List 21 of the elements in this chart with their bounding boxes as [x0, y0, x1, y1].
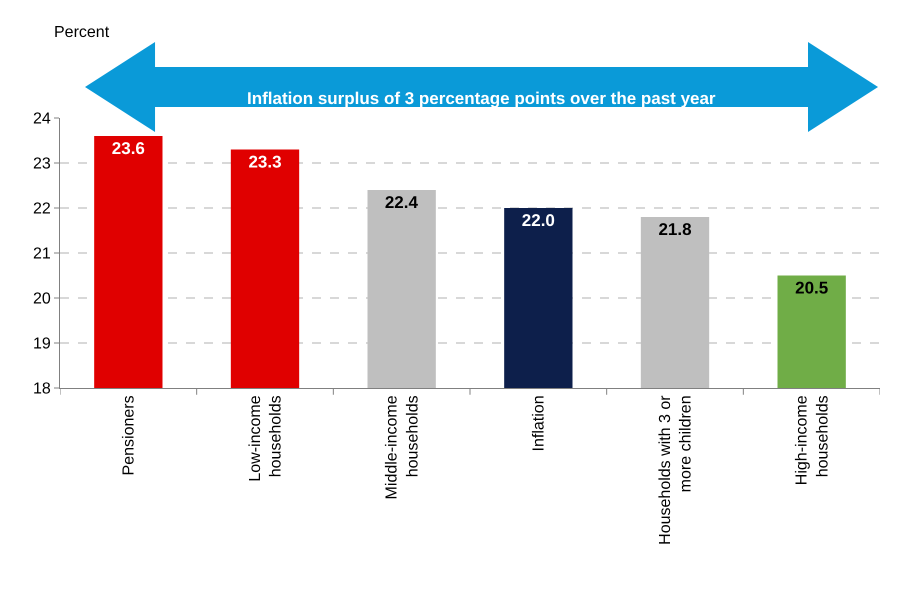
y-tick-label: 18	[33, 380, 51, 398]
x-tick-label: High-income households	[793, 395, 832, 486]
y-tick-label: 24	[33, 110, 51, 128]
x-tick-label: Pensioners	[120, 395, 138, 476]
data-label: 21.8	[658, 220, 692, 239]
x-tick-label: Households with 3 or more children	[656, 394, 695, 545]
x-tick-label: Middle-income households	[383, 395, 422, 500]
y-tick-label: 19	[33, 336, 51, 353]
data-label: 20.5	[795, 278, 828, 298]
data-label: 22.0	[522, 211, 555, 230]
x-tick-label: Low-income households	[246, 395, 285, 482]
data-label: 22.4	[384, 193, 418, 212]
y-tick-label: 23	[33, 156, 51, 173]
y-axis-title: Percent	[54, 24, 110, 41]
data-label: 23.3	[248, 152, 282, 172]
y-tick-label: 21	[33, 246, 51, 263]
data-label: 23.6	[112, 139, 145, 158]
text: Inflation surplus of 3 percentage points over the past year	[247, 89, 716, 108]
y-tick-label: 22	[33, 200, 51, 218]
y-tick-label: 20	[33, 290, 51, 308]
x-tick-label: Inflation	[530, 395, 548, 452]
